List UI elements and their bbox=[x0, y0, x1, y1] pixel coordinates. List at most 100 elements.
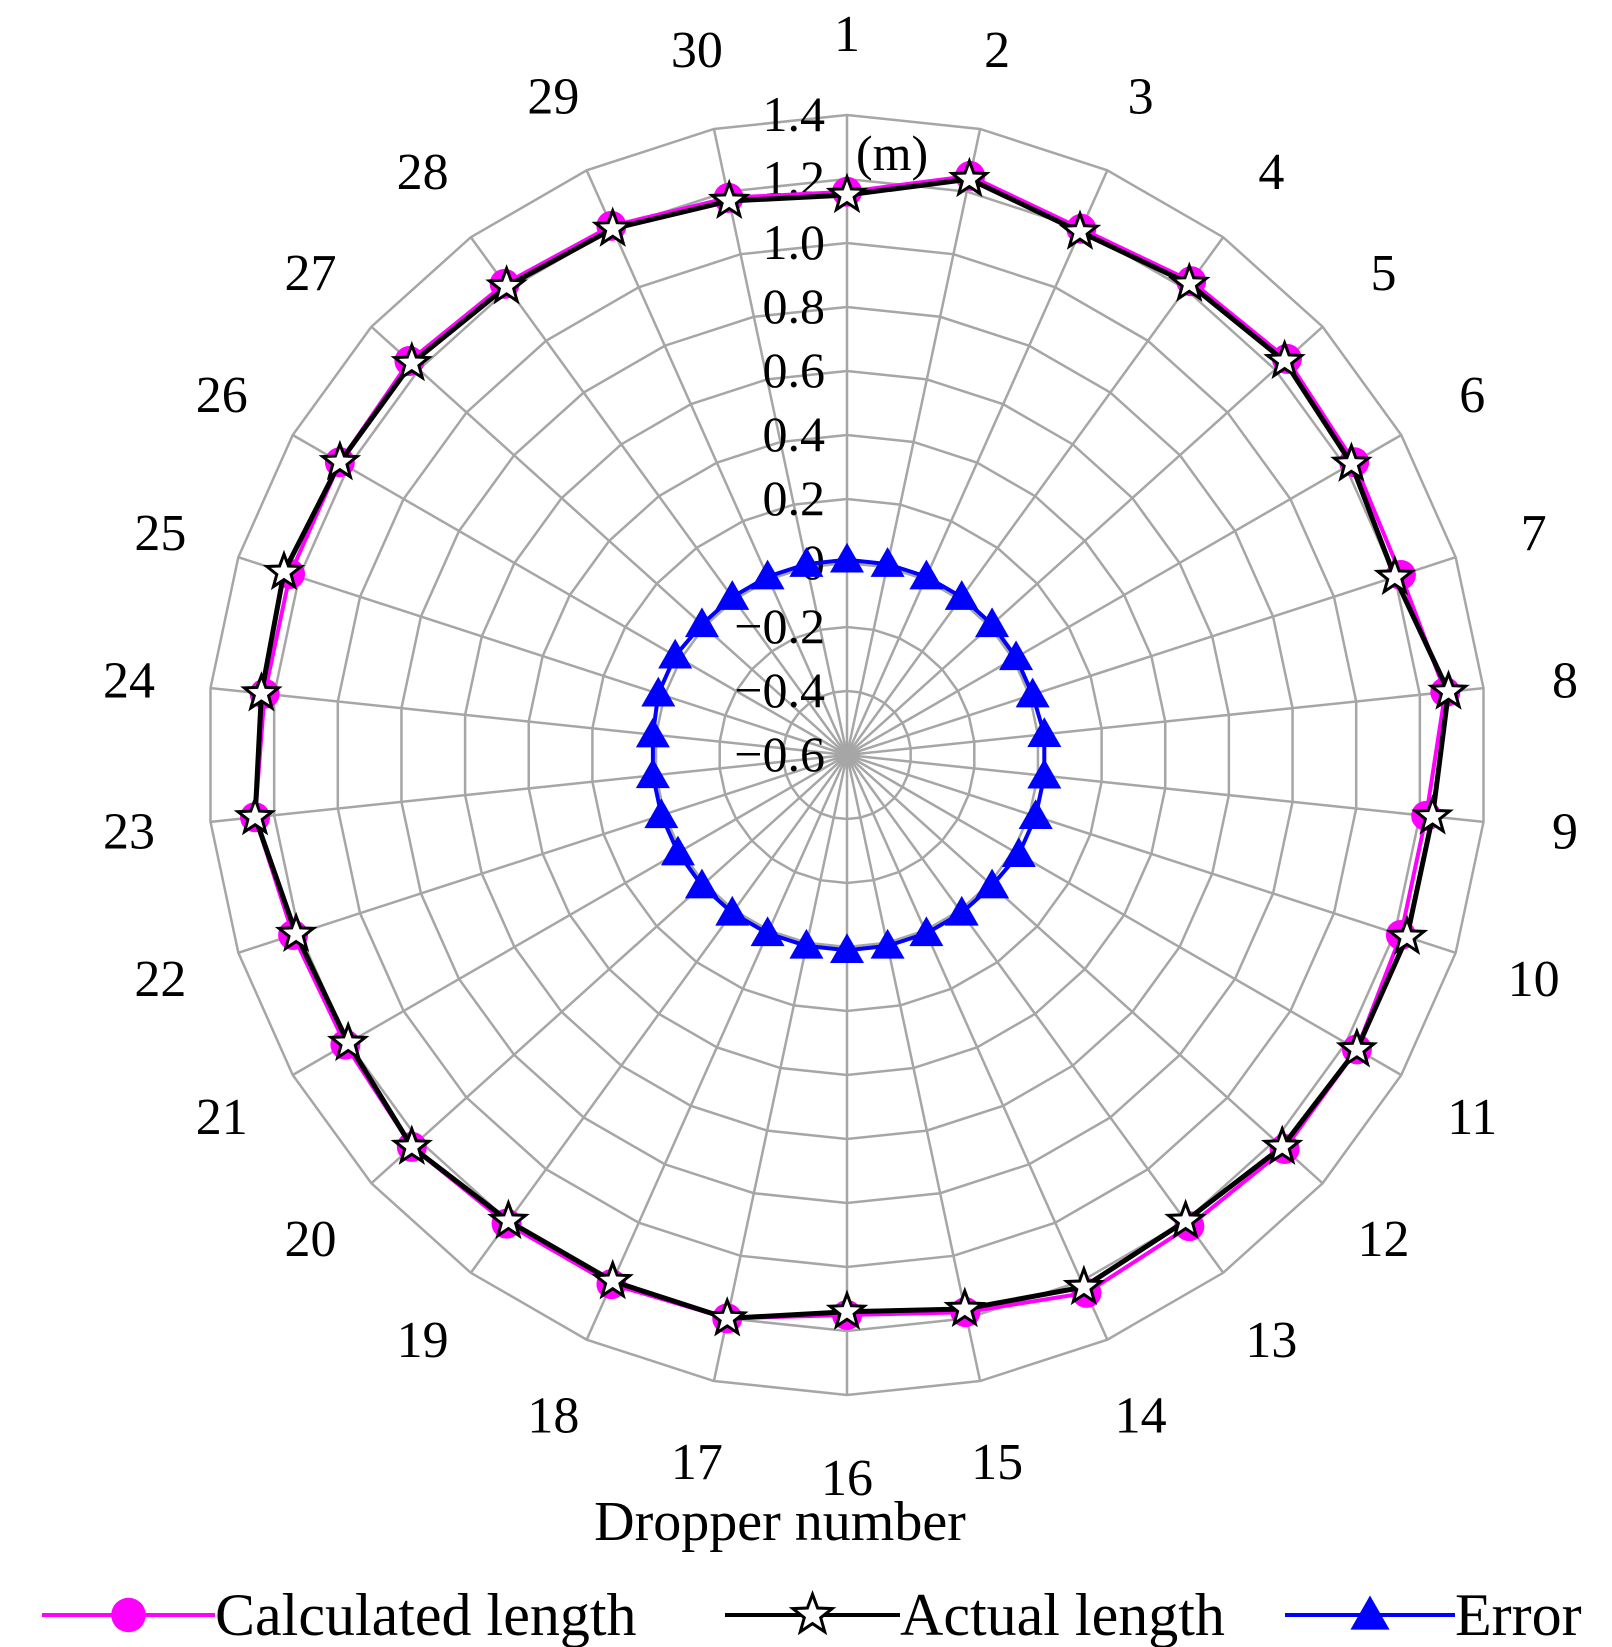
tick-label: 0.6 bbox=[763, 342, 826, 398]
category-label: 25 bbox=[134, 505, 186, 562]
data-point bbox=[788, 1590, 837, 1636]
data-point bbox=[1001, 837, 1036, 867]
data-point bbox=[975, 607, 1010, 638]
category-label: 9 bbox=[1552, 803, 1578, 860]
data-point bbox=[789, 928, 824, 959]
data-point bbox=[1350, 1595, 1390, 1630]
tick-label: −0.6 bbox=[734, 726, 825, 782]
data-point bbox=[658, 638, 693, 669]
category-label: 21 bbox=[196, 1089, 248, 1146]
category-label: 4 bbox=[1258, 144, 1284, 201]
grid-spoke bbox=[292, 433, 848, 757]
category-label: 8 bbox=[1552, 653, 1578, 710]
category-label: 22 bbox=[134, 951, 186, 1008]
tick-label: 1.0 bbox=[763, 214, 826, 270]
category-label: 16 bbox=[821, 1450, 873, 1507]
data-point bbox=[825, 172, 869, 214]
data-point bbox=[1027, 758, 1062, 789]
data-point bbox=[318, 439, 362, 481]
data-point bbox=[1330, 441, 1373, 482]
data-point bbox=[1027, 717, 1062, 748]
category-label: 18 bbox=[527, 1388, 579, 1445]
data-point bbox=[909, 916, 944, 947]
legend-item: Calculated length bbox=[42, 1582, 637, 1647]
category-label: 28 bbox=[397, 144, 449, 201]
data-point bbox=[1164, 1198, 1207, 1240]
grid-spoke bbox=[846, 753, 1484, 824]
grid-spoke bbox=[845, 169, 1109, 756]
category-label: 29 bbox=[527, 68, 579, 125]
tick-label: −0.4 bbox=[734, 662, 825, 718]
category-label: 11 bbox=[1447, 1089, 1497, 1146]
legend-item: Error bbox=[1285, 1582, 1582, 1647]
data-point bbox=[1427, 669, 1470, 710]
data-point bbox=[943, 1286, 987, 1328]
data-point bbox=[975, 868, 1010, 899]
data-point bbox=[830, 542, 864, 573]
data-point bbox=[1018, 799, 1053, 830]
category-label: 10 bbox=[1508, 951, 1560, 1008]
data-point bbox=[1058, 209, 1102, 250]
grid-spoke bbox=[237, 753, 848, 954]
grid-spoke bbox=[370, 754, 848, 1185]
grid-spoke bbox=[845, 128, 982, 756]
data-point bbox=[830, 933, 864, 963]
category-label: 13 bbox=[1245, 1312, 1297, 1369]
grid-spoke bbox=[845, 236, 1225, 756]
grid-spoke bbox=[210, 753, 848, 824]
legend-item: Actual length bbox=[725, 1582, 1225, 1647]
tick-labels: (m) −0.6−0.4−0.200.20.40.60.81.01.21.4 bbox=[734, 86, 928, 782]
data-point bbox=[262, 549, 306, 591]
grid-spoke bbox=[370, 325, 848, 756]
data-point bbox=[641, 676, 676, 707]
grid-spoke bbox=[585, 754, 849, 1341]
data-point bbox=[591, 1258, 634, 1300]
grid-spoke bbox=[469, 236, 849, 756]
grid-spoke bbox=[712, 128, 849, 756]
legend-label: Calculated length bbox=[215, 1582, 637, 1647]
grid-spoke bbox=[846, 433, 1402, 757]
data-point bbox=[274, 911, 318, 952]
data-point bbox=[1385, 914, 1429, 956]
radial-axis-labels: 1 234567891011121314151617181920212223242… bbox=[103, 6, 1578, 1507]
category-label: 3 bbox=[1128, 68, 1154, 125]
unit-label: (m) bbox=[856, 125, 928, 181]
category-label: 12 bbox=[1358, 1211, 1410, 1268]
data-point bbox=[1260, 1124, 1304, 1165]
category-label: 15 bbox=[971, 1434, 1023, 1491]
data-point bbox=[1168, 261, 1211, 302]
data-point bbox=[644, 798, 679, 829]
data-point bbox=[487, 1198, 530, 1240]
data-point bbox=[825, 1289, 869, 1330]
category-label: 26 bbox=[196, 367, 248, 424]
series-group bbox=[635, 542, 1062, 963]
legend: Calculated length Actual length Error bbox=[42, 1582, 1582, 1647]
data-point bbox=[1015, 677, 1050, 708]
grid-spoke bbox=[237, 556, 848, 757]
grid-spoke bbox=[585, 169, 849, 756]
data-point bbox=[705, 1296, 749, 1337]
data-point bbox=[635, 758, 670, 789]
series-group bbox=[233, 156, 1470, 1337]
data-point bbox=[591, 206, 634, 247]
data-point bbox=[390, 340, 434, 382]
category-label: 7 bbox=[1521, 505, 1547, 562]
data-point bbox=[327, 1020, 370, 1062]
legend-label: Actual length bbox=[900, 1582, 1225, 1647]
category-label: 23 bbox=[103, 803, 155, 860]
category-label: 6 bbox=[1459, 367, 1485, 424]
category-label: 14 bbox=[1115, 1388, 1167, 1445]
grid-spoke bbox=[846, 754, 1324, 1185]
data-point bbox=[999, 640, 1034, 671]
legend-label: Error bbox=[1455, 1582, 1582, 1647]
grid bbox=[209, 113, 1485, 1397]
data-point bbox=[870, 547, 905, 577]
data-point bbox=[1335, 1027, 1379, 1068]
category-label: 1 bbox=[834, 6, 860, 63]
grid-spoke bbox=[845, 754, 982, 1382]
category-label: 19 bbox=[397, 1312, 449, 1369]
grid-spoke bbox=[292, 753, 848, 1077]
data-point bbox=[750, 916, 785, 947]
